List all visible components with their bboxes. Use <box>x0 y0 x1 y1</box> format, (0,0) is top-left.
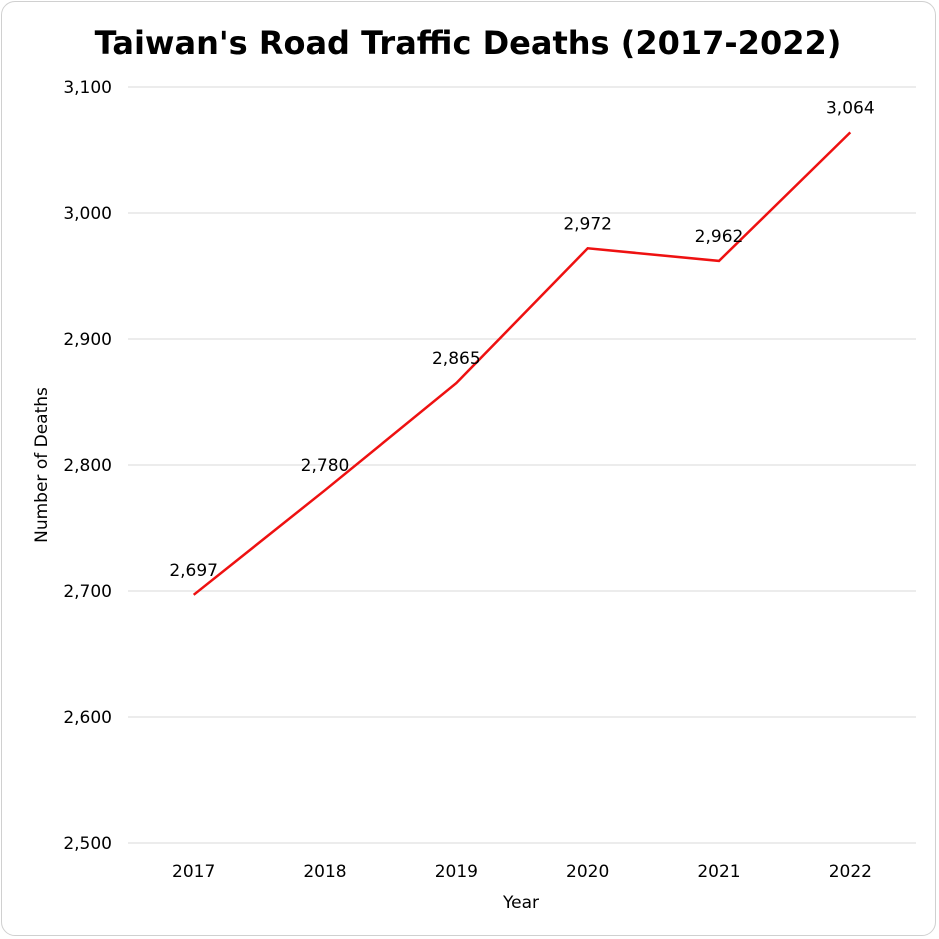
gridlines <box>128 86 916 844</box>
y-axis-ticks: 2,500 2,600 2,700 2,800 2,900 3,000 3,100 <box>63 78 112 854</box>
y-tick-label: 3,100 <box>63 78 112 98</box>
y-axis-label: Number of Deaths <box>32 387 52 543</box>
x-tick-label: 2020 <box>566 862 609 882</box>
y-tick-label: 2,700 <box>63 582 112 602</box>
y-tick-label: 2,500 <box>63 834 112 854</box>
x-tick-label: 2018 <box>303 862 346 882</box>
data-label: 2,972 <box>563 214 612 234</box>
series-line <box>192 131 852 596</box>
data-label: 2,780 <box>301 456 350 476</box>
x-axis-ticks: 2017 2018 2019 2020 2021 2022 <box>172 862 872 882</box>
data-label: 2,865 <box>432 349 481 369</box>
x-axis-label: Year <box>502 893 539 913</box>
y-tick-label: 2,600 <box>63 708 112 728</box>
y-tick-label: 2,900 <box>63 330 112 350</box>
y-tick-label: 2,800 <box>63 456 112 476</box>
x-tick-label: 2017 <box>172 862 215 882</box>
x-tick-label: 2022 <box>829 862 872 882</box>
data-label: 2,962 <box>695 227 744 247</box>
data-labels: 2,697 2,780 2,865 2,972 2,962 3,064 <box>169 98 874 580</box>
chart-title: Taiwan's Road Traffic Deaths (2017-2022) <box>95 24 842 62</box>
x-tick-label: 2019 <box>435 862 478 882</box>
x-tick-label: 2021 <box>697 862 740 882</box>
data-label: 2,697 <box>169 561 218 581</box>
y-tick-label: 3,000 <box>63 204 112 224</box>
data-label: 3,064 <box>826 98 875 118</box>
